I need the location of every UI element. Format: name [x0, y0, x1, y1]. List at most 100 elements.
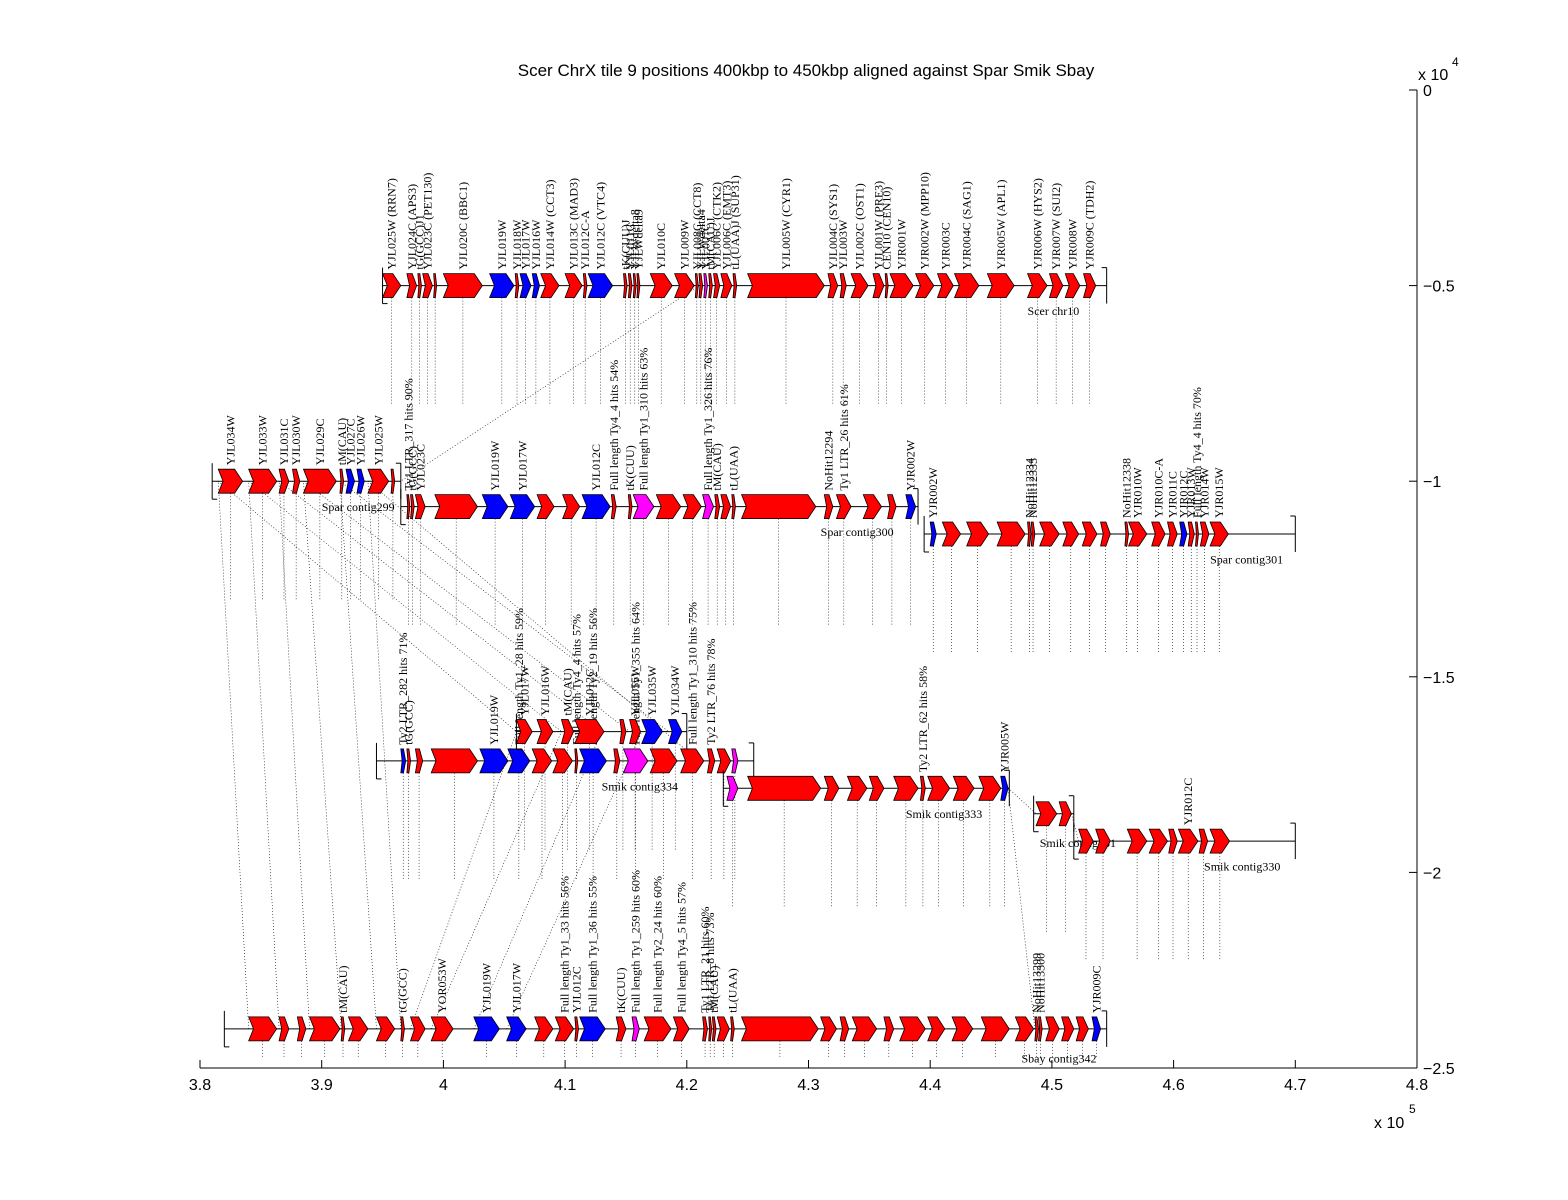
gene-arrow	[915, 273, 935, 299]
gene-arrow	[1078, 828, 1094, 854]
gene-label: YJR002W (MPP10)	[918, 172, 932, 269]
gene-label: tM(CAU)	[707, 966, 721, 1013]
gene-arrow	[339, 468, 345, 494]
gene-label: YJL031C	[277, 419, 291, 466]
contig-label: Smik contig331	[1040, 836, 1116, 850]
gene-label: YJR010W	[1131, 467, 1145, 518]
gene-arrow	[406, 748, 411, 774]
gene-arrow	[347, 1016, 369, 1042]
gene-arrow	[582, 273, 588, 299]
gene-arrow	[862, 494, 883, 520]
contig-label: Smik contig333	[906, 807, 982, 821]
gene-label: NoHit13300	[1033, 953, 1047, 1013]
gene-arrow	[381, 273, 402, 299]
gene-arrow	[1075, 1016, 1089, 1042]
gene-label: tM(CAU)	[335, 418, 349, 465]
gene-arrow	[672, 1016, 690, 1042]
gene-arrow	[514, 273, 520, 299]
gene-arrow	[927, 1016, 946, 1042]
gene-arrow	[434, 494, 478, 520]
gene-arrow	[481, 494, 509, 520]
gene-label: YJL024C (APS3)	[405, 184, 419, 270]
gene-label: tL(UAA)	[727, 446, 741, 491]
gene-label: YOR053W	[435, 958, 449, 1013]
gene-arrow	[1209, 828, 1231, 854]
alignment-connector	[339, 481, 377, 1029]
gene-arrow	[714, 494, 721, 520]
gene-arrow	[400, 1016, 405, 1042]
gene-arrow	[574, 1016, 579, 1042]
alignment-connector	[430, 731, 562, 1030]
contig-label: Scer chr10	[1028, 304, 1080, 318]
gene-arrow	[966, 521, 990, 547]
gene-label: Ty1 LTR_26 hits 61%	[837, 384, 851, 490]
gene-arrow	[414, 748, 424, 774]
gene-arrow	[629, 719, 641, 744]
x-multiplier-exp: 5	[1409, 1102, 1416, 1116]
gene-arrow	[716, 1016, 730, 1042]
gene-arrow	[1038, 1016, 1043, 1042]
gene-arrow	[680, 748, 705, 774]
gene-arrow	[506, 1016, 527, 1042]
x-axis-ticks: 3.8 3.9 4 4.1 4.2 4.3 4.4 4.5 4.6 4.7 4.8	[189, 1060, 1428, 1094]
gene-label: Full length Ty1_326 hits 76%	[701, 348, 715, 491]
alignment-connector	[248, 480, 562, 732]
gene-label: YJL027C	[343, 419, 357, 466]
gene-arrow	[296, 1016, 307, 1042]
x-tick-label: 4.6	[1162, 1077, 1184, 1094]
gene-label: YJLWdelta4	[694, 209, 708, 269]
gene-arrow	[430, 748, 478, 774]
y-tick-label: 0	[1423, 83, 1432, 100]
gene-arrow	[531, 273, 540, 299]
gene-arrow	[536, 494, 555, 520]
x-tick-label: 4.3	[797, 1077, 819, 1094]
gene-arrow	[1148, 828, 1168, 854]
gene-label: Full length Ty1_310 hits 63%	[637, 348, 651, 491]
gene-label: YJR013W	[1184, 467, 1198, 518]
track-sbay-contig342: tM(CAU) tG(GCC) YOR053W YJL019W YJL017W Full …	[223, 870, 1108, 1065]
gene-arrow	[1091, 1016, 1101, 1042]
gene-arrow	[1026, 273, 1048, 299]
gene-arrow	[519, 273, 532, 299]
alignment-connector	[278, 480, 602, 732]
gene-arrow	[905, 494, 917, 520]
gene-arrow	[442, 273, 483, 299]
gene-label: YJL005W (CYR1)	[779, 178, 793, 269]
gene-arrow	[732, 273, 738, 299]
alignment-connector	[400, 285, 700, 482]
gene-label: Ty1 LTR_21 hits 60%	[698, 906, 712, 1012]
gene-label: YJL023C	[413, 444, 427, 491]
gene-label: Full length Ty4_4 hits 70%	[1190, 387, 1204, 518]
alignment-dotted-lines	[217, 285, 1221, 1058]
gene-label: Full length Ty1_33 hits 56%	[557, 876, 571, 1013]
gene-label: YJL006C (EMT3)	[719, 181, 733, 270]
gene-label: Full length Ty1_259 hits 60%	[629, 870, 643, 1013]
gene-arrow	[643, 1016, 672, 1042]
gene-label: YJL020C (BBC1)	[456, 182, 470, 270]
gene-arrow	[417, 273, 422, 299]
gene-arrow	[649, 748, 678, 774]
gene-label: YJL019W	[487, 694, 501, 745]
gene-arrow	[682, 494, 702, 520]
gene-arrow	[507, 748, 531, 774]
gene-arrow	[846, 775, 868, 801]
gene-label: YJL017W	[509, 962, 523, 1013]
gene-arrow	[1061, 1016, 1075, 1042]
gene-label: Full length Ty2_19 hits 56%	[586, 608, 600, 745]
gene-arrow	[375, 1016, 396, 1042]
gene-arrow	[694, 273, 699, 299]
gene-label: YJL004C (SYS1)	[826, 184, 840, 270]
gene-label: YJL016W	[529, 219, 543, 270]
gene-arrow	[562, 494, 581, 520]
gene-label: YJL013C (MAD3)	[567, 178, 581, 270]
gene-arrow	[422, 273, 433, 299]
contig-label: Smik contig330	[1204, 860, 1280, 874]
gene-arrow	[1198, 828, 1209, 854]
gene-arrow	[929, 521, 937, 547]
gene-arrow	[1095, 828, 1111, 854]
gene-arrow	[627, 273, 633, 299]
gene-label: YJL029C	[313, 419, 327, 466]
gene-arrow	[1039, 521, 1060, 547]
gene-arrow	[619, 719, 627, 744]
gene-arrow	[579, 1016, 606, 1042]
